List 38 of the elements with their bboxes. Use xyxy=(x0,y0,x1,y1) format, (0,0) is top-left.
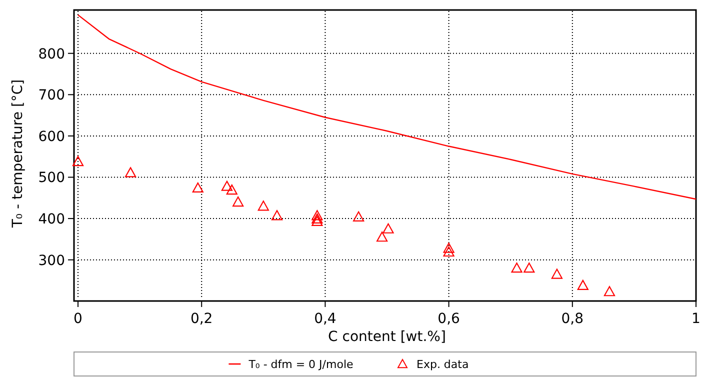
point xyxy=(443,246,454,257)
y-tick-label: 800 xyxy=(38,46,65,62)
x-tick-label: 0,2 xyxy=(190,311,213,327)
y-tick-label: 300 xyxy=(38,252,65,269)
x-tick-label: 0,6 xyxy=(438,311,460,327)
point xyxy=(524,262,535,273)
point xyxy=(232,196,244,207)
point xyxy=(72,156,84,166)
point xyxy=(551,268,562,279)
point xyxy=(312,216,323,226)
x-tick-label: 0 xyxy=(74,311,82,327)
y-tick-label: 600 xyxy=(38,128,65,145)
y-axis-title: T₀ - temperature [°C] xyxy=(10,79,26,229)
line-series xyxy=(77,14,697,200)
y-tick-label: 400 xyxy=(38,212,65,228)
point xyxy=(271,210,283,220)
point xyxy=(443,242,454,253)
legend-label: Exp. data xyxy=(416,358,469,371)
point xyxy=(192,182,204,193)
point xyxy=(353,211,364,222)
x-tick-label: 1 xyxy=(692,311,700,327)
point xyxy=(312,210,323,220)
x-tick-label: 0,8 xyxy=(561,311,584,327)
legend-label: T₀ - dfm = 0 J/mole xyxy=(248,358,354,371)
y-tick-label: 500 xyxy=(38,170,65,186)
point xyxy=(312,213,323,224)
x-tick-label: 0,4 xyxy=(314,311,336,327)
y-tick-label: 700 xyxy=(38,88,65,104)
point xyxy=(511,262,522,273)
point xyxy=(382,223,394,234)
point xyxy=(124,167,136,178)
x-axis-title: C content [wt.%] xyxy=(328,329,446,345)
point xyxy=(221,180,232,191)
point xyxy=(376,232,388,242)
point xyxy=(226,184,238,195)
point xyxy=(258,200,269,211)
point xyxy=(604,286,616,296)
point xyxy=(577,280,588,290)
